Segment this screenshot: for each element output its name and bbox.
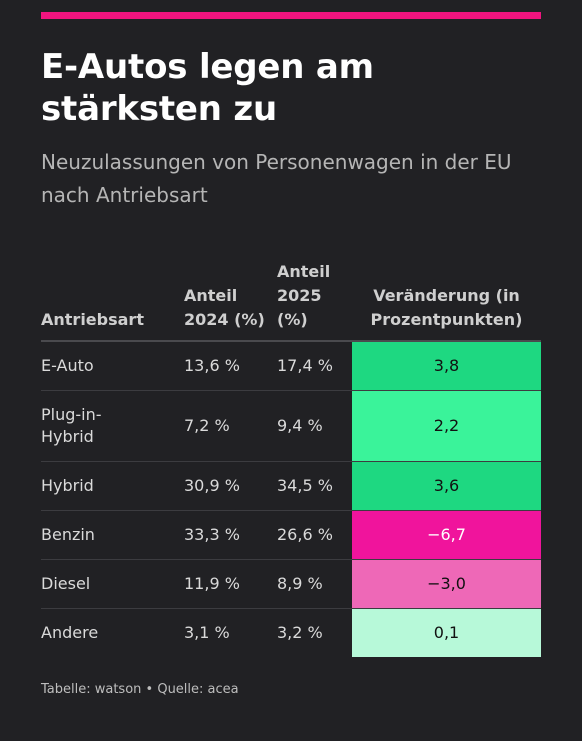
cell-share-2024: 3,1 % (184, 623, 230, 642)
cell-drive-type: Plug-in-Hybrid (41, 390, 184, 462)
table-row: Andere 3,1 % 3,2 % 0,1 (41, 608, 541, 657)
cell-drive-type: Andere (41, 623, 99, 642)
cell-change: 2,2 (352, 390, 541, 462)
cell-change: 0,1 (352, 608, 541, 657)
cell-share-2024: 30,9 % (184, 461, 277, 511)
chart-subtitle: Neuzulassungen von Personenwagen in der … (41, 150, 512, 207)
table-header-row: Antriebsart Anteil 2024 (%) Anteil 2025 … (41, 250, 541, 342)
chart-title: E-Autos legen am stärksten zu (41, 47, 374, 129)
cell-share-2024: 11,9 % (184, 559, 277, 609)
cell-share-2025: 34,5 % (277, 461, 352, 511)
cell-share-2025: 8,9 % (277, 559, 352, 609)
cell-share-2025: 26,6 % (277, 510, 352, 560)
header-drive-type: Antriebsart (41, 250, 184, 342)
table-row: E-Auto 13,6 % 17,4 % 3,8 (41, 341, 541, 391)
source-note: Tabelle: watson • Quelle: acea (41, 682, 239, 697)
cell-drive-type: Hybrid (41, 461, 184, 511)
cell-change: 3,8 (352, 341, 541, 391)
cell-change: 3,6 (352, 461, 541, 511)
header-share-2025: Anteil 2025 (%) (277, 250, 352, 342)
table-row: Diesel 11,9 % 8,9 % −3,0 (41, 559, 541, 609)
header-share-2024: Anteil 2024 (%) (184, 250, 277, 342)
data-table-container: Antriebsart Anteil 2024 (%) Anteil 2025 … (41, 250, 541, 657)
cell-share-2025: 17,4 % (277, 341, 352, 391)
table-body: E-Auto 13,6 % 17,4 % 3,8 Plug-in-Hybrid 7,2 %… (41, 341, 541, 657)
cell-change: −3,0 (352, 559, 541, 609)
cell-drive-type: E-Auto (41, 341, 184, 391)
cell-change: −6,7 (352, 510, 541, 560)
data-table: Antriebsart Anteil 2024 (%) Anteil 2025 … (41, 250, 541, 657)
cell-drive-type: Benzin (41, 510, 184, 560)
cell-share-2025: 3,2 % (277, 623, 323, 642)
cell-share-2024: 7,2 % (184, 390, 277, 462)
table-row: Plug-in-Hybrid 7,2 % 9,4 % 2,2 (41, 390, 541, 462)
header-change: Veränderung (in Prozentpunkten) (352, 250, 541, 342)
table-row: Benzin 33,3 % 26,6 % −6,7 (41, 510, 541, 560)
cell-share-2024: 13,6 % (184, 341, 277, 391)
table-row: Hybrid 30,9 % 34,5 % 3,6 (41, 461, 541, 511)
cell-drive-type: Diesel (41, 559, 184, 609)
accent-bar (41, 12, 541, 19)
cell-share-2025: 9,4 % (277, 390, 352, 462)
cell-share-2024: 33,3 % (184, 510, 277, 560)
